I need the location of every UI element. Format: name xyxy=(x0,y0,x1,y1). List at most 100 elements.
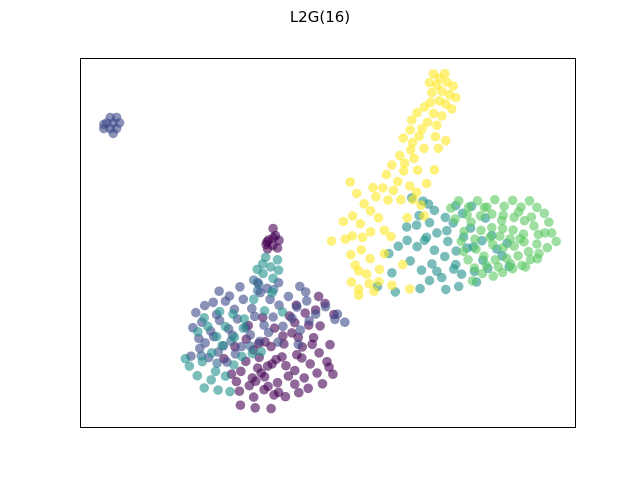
data-point xyxy=(347,211,358,221)
data-point xyxy=(508,225,518,235)
data-point xyxy=(307,339,318,350)
data-point xyxy=(277,307,288,317)
data-point xyxy=(393,176,403,187)
data-point xyxy=(259,306,270,316)
data-point xyxy=(379,248,390,259)
data-point xyxy=(220,371,231,381)
data-point xyxy=(532,202,542,213)
data-point xyxy=(368,182,378,193)
data-point xyxy=(401,222,412,232)
data-point xyxy=(430,131,441,142)
data-point xyxy=(440,251,450,262)
data-point xyxy=(421,178,432,189)
data-point xyxy=(463,202,474,212)
series-5 xyxy=(326,68,461,301)
data-point xyxy=(283,371,294,381)
data-point xyxy=(402,235,413,246)
data-point xyxy=(248,294,259,305)
data-point xyxy=(262,244,273,254)
data-point xyxy=(479,202,490,213)
data-point xyxy=(520,262,531,272)
data-point xyxy=(234,386,245,397)
data-point xyxy=(487,209,497,219)
data-point xyxy=(365,253,375,264)
data-point xyxy=(427,87,437,98)
data-point xyxy=(353,266,364,276)
data-point xyxy=(247,303,257,314)
data-point xyxy=(433,143,444,154)
data-point xyxy=(238,323,249,333)
data-point xyxy=(191,307,201,318)
data-point xyxy=(398,166,409,176)
data-point xyxy=(357,232,368,243)
data-point xyxy=(236,341,247,352)
data-point xyxy=(493,262,504,272)
data-point xyxy=(310,309,321,319)
data-point xyxy=(446,104,457,114)
data-point xyxy=(428,108,439,119)
data-point xyxy=(393,241,404,251)
data-point xyxy=(248,392,259,402)
data-point xyxy=(515,234,525,244)
data-point xyxy=(192,370,203,381)
data-point xyxy=(292,302,302,312)
data-point xyxy=(495,231,505,241)
data-point xyxy=(270,230,281,241)
data-point xyxy=(496,215,507,226)
data-point xyxy=(254,336,265,347)
data-point xyxy=(453,196,464,206)
data-point xyxy=(497,223,508,234)
data-point xyxy=(290,365,300,376)
data-point xyxy=(440,68,450,79)
data-point xyxy=(258,268,268,279)
data-point xyxy=(451,246,462,256)
data-point xyxy=(256,346,267,357)
data-point xyxy=(229,360,239,370)
data-point xyxy=(202,321,213,332)
data-point xyxy=(320,301,331,312)
data-point xyxy=(297,353,307,363)
data-point xyxy=(406,115,417,125)
data-point xyxy=(441,284,451,295)
data-point xyxy=(415,283,425,294)
data-point xyxy=(235,282,245,292)
data-point xyxy=(361,269,372,280)
data-point xyxy=(224,291,235,301)
data-point xyxy=(414,131,424,141)
data-point xyxy=(498,242,509,253)
data-point xyxy=(346,277,357,287)
data-point xyxy=(417,124,427,134)
data-point xyxy=(369,286,379,297)
data-point xyxy=(467,276,478,286)
data-point xyxy=(351,188,362,199)
data-point xyxy=(231,376,242,387)
data-point xyxy=(409,153,419,164)
data-point xyxy=(524,196,535,206)
data-point xyxy=(365,206,376,216)
data-point xyxy=(407,137,418,148)
data-point xyxy=(214,315,225,326)
data-point xyxy=(546,228,557,238)
data-point xyxy=(437,111,447,121)
data-point xyxy=(212,358,222,369)
data-point xyxy=(295,325,306,335)
data-point xyxy=(544,217,554,227)
data-point xyxy=(441,135,451,146)
data-point xyxy=(379,225,390,236)
data-point xyxy=(446,203,456,213)
data-point xyxy=(404,181,415,191)
data-point xyxy=(397,259,408,270)
data-point xyxy=(381,169,392,180)
data-point xyxy=(245,330,256,340)
data-point xyxy=(424,275,435,286)
data-point xyxy=(453,281,464,292)
data-point xyxy=(479,251,489,261)
data-point xyxy=(228,309,238,319)
data-point xyxy=(312,368,322,378)
data-point xyxy=(471,244,481,254)
data-point xyxy=(263,381,273,392)
data-point xyxy=(268,273,278,284)
data-point xyxy=(250,403,260,413)
data-point xyxy=(345,177,356,187)
data-point xyxy=(450,92,461,103)
